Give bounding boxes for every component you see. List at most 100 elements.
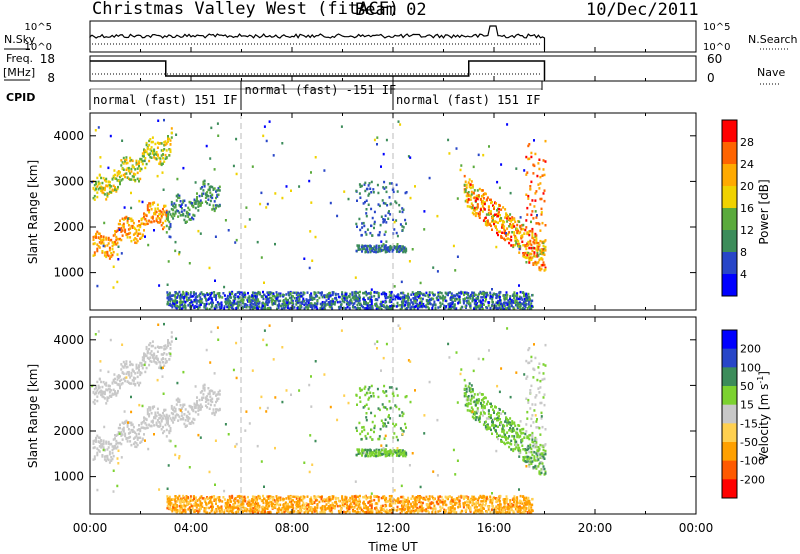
- power-echo-near-range: [232, 307, 235, 310]
- power-echo-patch: [365, 212, 368, 215]
- power-echo-late-arcs: [514, 235, 517, 238]
- power-echo-late-arcs: [538, 158, 541, 161]
- power-echo-patch: [392, 218, 395, 221]
- power-echo-ground-scatter: [159, 361, 162, 364]
- power-echo-patch: [373, 245, 376, 248]
- power-echo-sparse: [303, 257, 306, 260]
- power-echo-near-range: [332, 504, 335, 507]
- power-echo-late-arcs: [491, 201, 493, 204]
- power-echo-near-range: [258, 305, 261, 308]
- power-echo-near-range: [277, 510, 280, 513]
- power-echo-late-arcs: [516, 231, 519, 235]
- power-echo-near-range: [475, 297, 478, 300]
- power-echo-near-range: [176, 301, 178, 304]
- power-echo-near-range: [505, 505, 508, 509]
- power-echo-sparse: [309, 230, 312, 233]
- power-echo-patch: [405, 191, 408, 194]
- power-echo-late-arcs: [468, 183, 471, 186]
- power-echo-late-arcs: [464, 190, 467, 193]
- power-echo-near-range: [199, 296, 202, 299]
- power-echo-ground-scatter: [112, 234, 115, 237]
- power-echo-ground-scatter: [134, 441, 137, 444]
- power-echo-near-range: [269, 306, 272, 310]
- power-echo-near-range: [435, 297, 438, 300]
- power-echo-late-arcs: [535, 216, 538, 219]
- power-echo-near-range: [189, 295, 192, 298]
- power-echo-late-arcs: [537, 183, 540, 186]
- power-echo-ground-scatter: [102, 238, 105, 242]
- power-echo-patch: [384, 250, 387, 254]
- power-echo-near-range: [357, 306, 359, 310]
- power-echo-near-range: [432, 297, 435, 301]
- power-echo-near-range: [440, 495, 443, 499]
- power-echo-ground-scatter: [117, 172, 120, 176]
- power-echo-ground-scatter: [187, 410, 190, 414]
- power-echo-near-range: [282, 304, 285, 307]
- power-echo-patch: [378, 204, 381, 208]
- power-echo-ground-scatter: [116, 378, 119, 381]
- power-echo-late-arcs: [463, 183, 466, 187]
- power-echo-near-range: [234, 293, 237, 296]
- power-echo-ground-scatter: [150, 420, 153, 423]
- power-echo-near-range: [338, 307, 341, 310]
- power-echo-near-range: [387, 509, 390, 513]
- power-echo-near-range: [416, 294, 419, 297]
- power-echo-ground-scatter: [187, 213, 190, 216]
- power-echo-late-arcs: [473, 206, 476, 210]
- power-echo-ground-scatter: [149, 220, 152, 224]
- power-echo-patch: [356, 199, 358, 202]
- power-echo-ground-scatter: [92, 254, 95, 257]
- power-echo-ground-scatter: [131, 165, 134, 168]
- power-echo-ground-scatter: [156, 357, 159, 361]
- power-echo-ground-scatter: [143, 155, 145, 158]
- power-echo-patch: [404, 191, 407, 195]
- power-echo-near-range: [296, 502, 298, 505]
- power-echo-near-range: [495, 294, 498, 297]
- power-echo-near-range: [267, 297, 270, 301]
- power-echo-sparse: [117, 245, 120, 248]
- power-echo-ground-scatter: [136, 366, 139, 370]
- power-echo-near-range: [328, 292, 331, 295]
- power-echo-ground-scatter: [127, 436, 130, 439]
- power-echo-ground-scatter: [100, 393, 103, 397]
- power-echo-patch: [357, 248, 360, 251]
- power-echo-near-range: [460, 509, 463, 513]
- power-echo-ground-scatter: [203, 179, 206, 183]
- power-echo-ground-scatter: [169, 139, 172, 142]
- power-echo-sparse: [176, 177, 179, 181]
- power-echo-ground-scatter: [134, 168, 137, 171]
- power-echo-near-range: [425, 495, 428, 499]
- power-echo-near-range: [496, 307, 499, 310]
- power-echo-near-range: [346, 505, 349, 509]
- power-echo-near-range: [369, 307, 372, 310]
- power-echo-near-range: [284, 305, 287, 309]
- power-echo-near-range: [187, 304, 190, 307]
- power-echo-sparse: [314, 235, 317, 239]
- power-echo-near-range: [287, 502, 290, 506]
- power-echo-ground-scatter: [153, 405, 156, 408]
- power-echo-patch: [382, 218, 385, 221]
- power-echo-ground-scatter: [149, 352, 152, 355]
- power-echo-ground-scatter: [145, 354, 148, 358]
- power-echo-near-range: [204, 497, 207, 501]
- power-echo-ground-scatter: [165, 224, 168, 228]
- power-echo-near-range: [341, 297, 344, 300]
- power-echo-near-range: [514, 498, 517, 502]
- power-echo-ground-scatter: [108, 461, 111, 464]
- power-echo-near-range: [343, 298, 346, 301]
- power-echo-ground-scatter: [93, 439, 96, 442]
- power-echo-ground-scatter: [95, 437, 97, 441]
- power-echo-late-arcs: [519, 245, 522, 248]
- power-echo-ground-scatter: [93, 387, 96, 391]
- power-echo-near-range: [366, 304, 369, 307]
- power-echo-ground-scatter: [212, 391, 215, 394]
- power-echo-ground-scatter: [98, 436, 101, 440]
- power-echo-near-range: [355, 294, 358, 298]
- power-echo-near-range: [213, 291, 216, 294]
- power-echo-near-range: [370, 300, 373, 303]
- power-echo-late-arcs: [486, 219, 489, 222]
- power-echo-ground-scatter: [132, 178, 135, 181]
- power-echo-ground-scatter: [187, 211, 190, 215]
- power-echo-near-range: [530, 299, 533, 302]
- power-echo-patch: [367, 194, 370, 197]
